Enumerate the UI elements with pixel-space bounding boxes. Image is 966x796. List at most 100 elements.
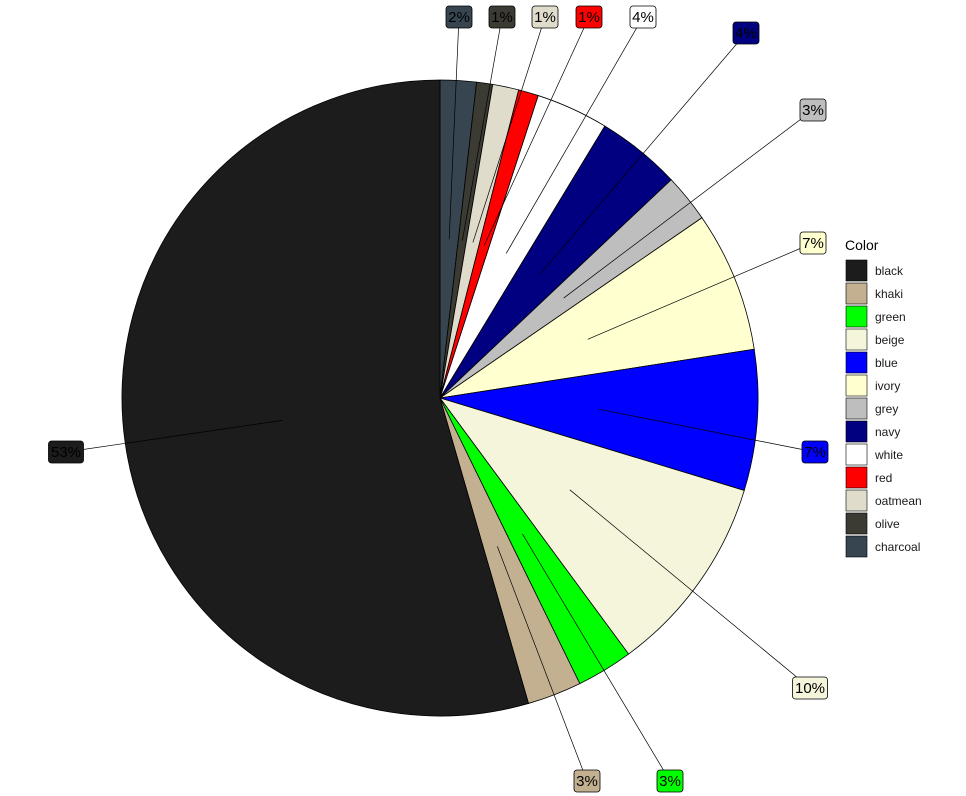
legend-item-ivory: ivory bbox=[845, 374, 900, 397]
legend-item-black: black bbox=[845, 259, 904, 282]
slice-label-text: 1% bbox=[578, 9, 600, 26]
legend-item-white: white bbox=[845, 443, 903, 466]
slice-label-box bbox=[573, 769, 601, 793]
slice-labels: 2% 1% 1% 1% 4% 4% 3% 7% 7% 10% 3% 3% 53% bbox=[48, 5, 829, 793]
legend-swatch bbox=[845, 374, 868, 397]
legend-label: navy bbox=[875, 425, 900, 439]
legend-label: olive bbox=[875, 517, 900, 531]
slice-label-red: 1% bbox=[575, 5, 603, 29]
leader-line-oatmean bbox=[472, 16, 546, 243]
slice-label-box bbox=[799, 98, 827, 122]
legend-swatch bbox=[845, 420, 868, 443]
slice-label-box bbox=[48, 440, 84, 464]
leader-line-khaki bbox=[496, 546, 588, 782]
leader-line-olive bbox=[462, 16, 503, 241]
slice-label-oatmean: 1% bbox=[531, 5, 559, 29]
legend-label: blue bbox=[875, 356, 898, 370]
legend-swatch bbox=[845, 259, 868, 282]
slice-label-box bbox=[732, 21, 760, 45]
leader-line-black bbox=[65, 420, 283, 453]
leader-line-charcoal bbox=[448, 16, 460, 240]
legend-label: black bbox=[875, 264, 904, 278]
legend-swatch bbox=[845, 305, 868, 328]
legend: Color black khaki green beige blue ivory grey n… bbox=[845, 237, 922, 558]
slice-label-text: 53% bbox=[51, 444, 81, 461]
legend-label: ivory bbox=[875, 379, 900, 393]
leader-line-blue bbox=[598, 408, 816, 453]
pie-slice-black bbox=[121, 79, 530, 717]
legend-swatch bbox=[845, 466, 868, 489]
legend-swatch bbox=[845, 397, 868, 420]
slice-label-text: 2% bbox=[448, 9, 470, 26]
leader-line-navy bbox=[539, 32, 747, 275]
slice-label-box bbox=[629, 5, 657, 29]
legend-item-navy: navy bbox=[845, 420, 900, 443]
legend-title: Color bbox=[845, 237, 879, 253]
slice-label-box bbox=[656, 769, 684, 793]
slice-label-white: 4% bbox=[629, 5, 657, 29]
leader-line-grey bbox=[563, 109, 814, 299]
slice-label-beige: 10% bbox=[792, 676, 828, 700]
legend-label: grey bbox=[875, 402, 898, 416]
legend-label: red bbox=[875, 471, 892, 485]
slice-label-box bbox=[801, 440, 829, 464]
leader-line-beige bbox=[569, 489, 811, 689]
slice-label-grey: 3% bbox=[799, 98, 827, 122]
slice-label-box bbox=[575, 5, 603, 29]
leader-line-green bbox=[522, 533, 671, 782]
legend-label: white bbox=[874, 448, 903, 462]
slice-label-text: 7% bbox=[804, 444, 826, 461]
legend-item-blue: blue bbox=[845, 351, 898, 374]
legend-label: oatmean bbox=[875, 494, 922, 508]
legend-swatch bbox=[845, 535, 868, 558]
legend-label: beige bbox=[875, 333, 905, 347]
slice-label-text: 3% bbox=[576, 773, 598, 790]
slice-label-ivory: 7% bbox=[799, 231, 827, 255]
leader-line-white bbox=[505, 16, 644, 254]
slice-label-box bbox=[531, 5, 559, 29]
legend-items: black khaki green beige blue ivory grey navy whi… bbox=[845, 259, 922, 558]
legend-item-charcoal: charcoal bbox=[845, 535, 920, 558]
slice-label-text: 3% bbox=[659, 773, 681, 790]
leader-line-ivory bbox=[587, 242, 814, 340]
slice-label-box bbox=[799, 231, 827, 255]
slice-label-text: 1% bbox=[491, 9, 513, 26]
leader-line-red bbox=[483, 16, 590, 246]
label-leader-lines bbox=[65, 16, 816, 782]
legend-item-red: red bbox=[845, 466, 892, 489]
legend-swatch bbox=[845, 489, 868, 512]
slice-label-text: 1% bbox=[534, 9, 556, 26]
slice-label-navy: 4% bbox=[732, 21, 760, 45]
slice-label-text: 4% bbox=[632, 9, 654, 26]
legend-label: khaki bbox=[875, 287, 903, 301]
legend-swatch bbox=[845, 328, 868, 351]
slice-label-olive: 1% bbox=[488, 5, 516, 29]
pie-slices bbox=[121, 79, 759, 717]
legend-swatch bbox=[845, 512, 868, 535]
slice-label-box bbox=[445, 5, 473, 29]
pie-slice-ivory bbox=[439, 217, 755, 399]
slice-label-text: 7% bbox=[802, 235, 824, 252]
slice-label-box bbox=[792, 676, 828, 700]
slice-label-black: 53% bbox=[48, 440, 84, 464]
slice-label-khaki: 3% bbox=[573, 769, 601, 793]
legend-item-oatmean: oatmean bbox=[845, 489, 922, 512]
slice-label-text: 3% bbox=[802, 102, 824, 119]
legend-swatch bbox=[845, 282, 868, 305]
slice-label-box bbox=[488, 5, 516, 29]
legend-item-olive: olive bbox=[845, 512, 900, 535]
slice-label-blue: 7% bbox=[801, 440, 829, 464]
legend-label: green bbox=[875, 310, 906, 324]
legend-item-grey: grey bbox=[845, 397, 898, 420]
legend-item-beige: beige bbox=[845, 328, 905, 351]
pie-slice-beige bbox=[438, 397, 745, 655]
legend-swatch bbox=[845, 351, 868, 374]
legend-item-khaki: khaki bbox=[845, 282, 903, 305]
slice-label-text: 4% bbox=[735, 25, 757, 42]
legend-label: charcoal bbox=[875, 540, 920, 554]
pie-slice-blue bbox=[439, 348, 759, 491]
slice-label-green: 3% bbox=[656, 769, 684, 793]
slice-label-text: 10% bbox=[795, 680, 825, 697]
slice-label-charcoal: 2% bbox=[445, 5, 473, 29]
